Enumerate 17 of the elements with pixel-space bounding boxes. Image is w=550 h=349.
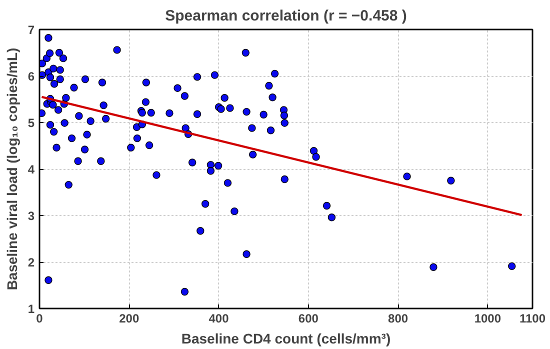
chart-title: Spearman correlation (r = −0.458 ) <box>165 8 407 24</box>
x-tick-label: 0 <box>36 312 44 326</box>
x-tick-label: 800 <box>388 312 408 326</box>
y-tick-label: 5 <box>28 116 35 130</box>
y-axis-title: Baseline viral load (log₁₀ copies/mL) <box>4 48 20 290</box>
y-tick-label: 2 <box>28 256 35 270</box>
y-tick-label: 1 <box>28 302 35 316</box>
y-tick-label: 3 <box>28 209 35 223</box>
y-tick-label: 4 <box>28 162 35 176</box>
x-axis-title: Baseline CD4 count (cells/mm³) <box>181 330 391 346</box>
x-tick-label: 1100 <box>519 312 546 326</box>
x-tick-label: 200 <box>119 312 140 326</box>
x-tick-label: 1000 <box>474 312 502 326</box>
x-tick-label: 400 <box>208 312 230 326</box>
y-tick-label: 7 <box>28 23 35 37</box>
y-tick-label: 6 <box>28 70 35 84</box>
x-tick-label: 600 <box>298 312 319 326</box>
